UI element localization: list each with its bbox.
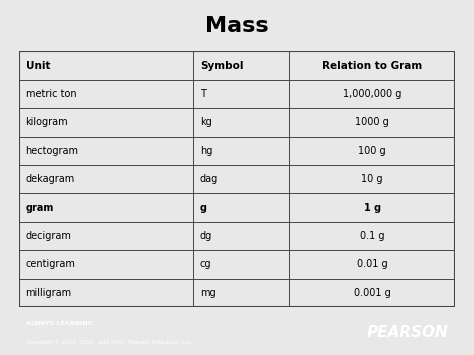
- Text: Copyright © 2013, 2010,  and 2007, Pearson Education, Inc.: Copyright © 2013, 2010, and 2007, Pearso…: [26, 340, 192, 345]
- Text: 100 g: 100 g: [358, 146, 386, 156]
- Text: PEARSON: PEARSON: [367, 325, 448, 340]
- Text: T: T: [200, 89, 206, 99]
- Text: Unit: Unit: [26, 61, 50, 71]
- Text: milligram: milligram: [26, 288, 72, 298]
- Text: kilogram: kilogram: [26, 118, 68, 127]
- Text: 1000 g: 1000 g: [356, 118, 389, 127]
- Text: 1,000,000 g: 1,000,000 g: [343, 89, 401, 99]
- Text: 10 g: 10 g: [362, 174, 383, 184]
- Text: metric ton: metric ton: [26, 89, 76, 99]
- Text: cg: cg: [200, 260, 211, 269]
- Text: g: g: [200, 203, 207, 213]
- Text: 0.1 g: 0.1 g: [360, 231, 384, 241]
- Text: hectogram: hectogram: [26, 146, 79, 156]
- Text: decigram: decigram: [26, 231, 72, 241]
- Text: 0.001 g: 0.001 g: [354, 288, 391, 298]
- Text: mg: mg: [200, 288, 216, 298]
- Text: Relation to Gram: Relation to Gram: [322, 61, 422, 71]
- Text: kg: kg: [200, 118, 212, 127]
- Text: dag: dag: [200, 174, 218, 184]
- Text: Mass: Mass: [205, 16, 269, 36]
- Text: centigram: centigram: [26, 260, 75, 269]
- Text: 1 g: 1 g: [364, 203, 381, 213]
- Text: dekagram: dekagram: [26, 174, 75, 184]
- Text: dg: dg: [200, 231, 212, 241]
- Text: ALWAYS LEARNING: ALWAYS LEARNING: [26, 321, 92, 326]
- Text: 0.01 g: 0.01 g: [357, 260, 388, 269]
- Text: gram: gram: [26, 203, 54, 213]
- Text: hg: hg: [200, 146, 212, 156]
- Text: Symbol: Symbol: [200, 61, 244, 71]
